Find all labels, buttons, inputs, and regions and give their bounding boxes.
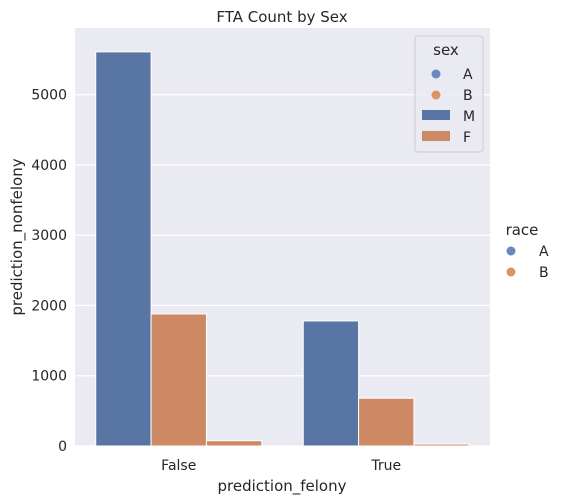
bars bbox=[95, 51, 470, 447]
x-tick-label: False bbox=[161, 458, 196, 474]
inner-legend-box bbox=[414, 35, 484, 153]
inner-legend-label-f: F bbox=[463, 130, 471, 146]
y-tick-label: 0 bbox=[58, 439, 67, 455]
y-tick-label: 4000 bbox=[31, 158, 67, 174]
inner-legend-label-m: M bbox=[463, 109, 475, 125]
y-tick-label: 1000 bbox=[31, 369, 67, 385]
outer-legend-title: race bbox=[506, 221, 539, 239]
inner-legend-marker-b bbox=[431, 90, 441, 100]
x-tick-labels: False True bbox=[161, 458, 401, 474]
y-tick-label: 3000 bbox=[31, 228, 67, 244]
inner-legend-label-b: B bbox=[463, 88, 473, 104]
x-tick-label: True bbox=[370, 458, 401, 474]
bar-M-False bbox=[95, 51, 152, 447]
y-tick-label: 5000 bbox=[31, 88, 67, 104]
y-tick-label: 2000 bbox=[31, 298, 67, 314]
bar-series2-False bbox=[205, 440, 263, 447]
outer-legend-marker-b bbox=[506, 267, 516, 277]
chart-title: FTA Count by Sex bbox=[216, 8, 347, 26]
bar-F-True bbox=[358, 397, 415, 447]
inner-legend-title: sex bbox=[433, 41, 459, 59]
outer-legend-label-a: A bbox=[539, 244, 549, 260]
y-axis-label: prediction_nonfelony bbox=[8, 158, 27, 315]
x-axis-label: prediction_felony bbox=[218, 477, 347, 496]
outer-legend-label-b: B bbox=[539, 265, 549, 281]
inner-legend-swatch-m bbox=[422, 110, 450, 120]
outer-legend: race A B bbox=[506, 221, 549, 281]
inner-legend: sex A B M F bbox=[414, 35, 484, 153]
bar-series2-True bbox=[413, 443, 470, 447]
bar-F-False bbox=[150, 313, 207, 447]
inner-legend-marker-a bbox=[431, 69, 441, 79]
inner-legend-label-a: A bbox=[463, 67, 473, 83]
inner-legend-swatch-f bbox=[422, 131, 450, 141]
bar-M-True bbox=[302, 320, 360, 447]
outer-legend-marker-a bbox=[506, 246, 516, 256]
y-tick-labels: 0 1000 2000 3000 4000 5000 bbox=[31, 88, 67, 455]
